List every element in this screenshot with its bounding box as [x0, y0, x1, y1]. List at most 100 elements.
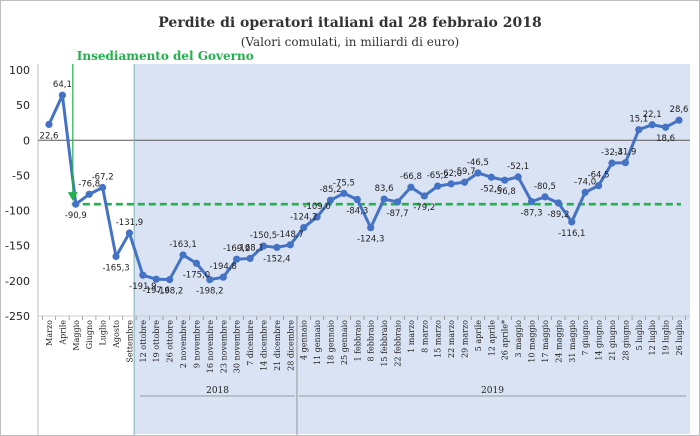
y-tick-label: -100 [5, 205, 30, 218]
data-label: 28,6 [670, 105, 689, 115]
data-label: -76,8 [78, 179, 100, 189]
data-point [125, 229, 134, 237]
x-tick-label: 19 ottobre [152, 320, 161, 363]
data-label: -67,2 [92, 173, 114, 183]
x-tick-label: 8 febbraio [367, 320, 376, 362]
data-label: -169,2 [223, 244, 250, 254]
x-tick-label: Maggio [72, 320, 81, 351]
x-tick-label: 7 giugno [581, 320, 590, 356]
data-point [45, 120, 53, 129]
x-tick-label: 22 febbraio [394, 320, 403, 367]
data-label: -198,2 [156, 287, 183, 297]
x-tick-label: 28 dicembre [286, 320, 295, 371]
x-tick-label: 5 aprile [474, 320, 483, 351]
data-label: 22,1 [643, 110, 662, 120]
annotation-group: Insediamento del Governo [67, 49, 254, 202]
x-tick-label: 25 gennaio [340, 320, 349, 365]
data-point [273, 243, 281, 252]
x-tick-label: 14 dicembre [259, 320, 268, 371]
data-point [313, 213, 321, 221]
y-tick-label: -50 [12, 169, 30, 182]
x-tick-label: 18 gennaio [326, 320, 335, 365]
data-label: -75,5 [333, 178, 355, 188]
x-tick-label: 9 novembre [192, 320, 201, 368]
data-label: -152,4 [263, 254, 290, 264]
data-label: -150,5 [250, 231, 277, 241]
x-tick-label: 30 novembre [233, 320, 242, 373]
data-point [99, 183, 107, 192]
x-tick-label: 1 febbraio [353, 320, 362, 362]
year-labels: 2018 2019 [206, 386, 504, 396]
data-point [219, 273, 227, 281]
x-tick-label: 22 marzo [447, 320, 456, 358]
data-point [581, 188, 589, 196]
data-label: -87,3 [521, 209, 543, 219]
data-label: -198,2 [196, 287, 223, 297]
data-label: 83,6 [375, 184, 394, 194]
data-label: 15,1 [629, 115, 648, 125]
data-point [487, 173, 495, 181]
y-tick-labels: 100 50 0 -50 -100 -150 -200 -250 [5, 64, 30, 323]
data-label: -89,2 [547, 210, 569, 220]
x-tick-label: 15 marzo [434, 320, 443, 358]
x-tick-label: 12 ottobre [139, 320, 148, 363]
data-label: -52,1 [507, 162, 529, 172]
data-label: -56,8 [494, 187, 516, 197]
x-tick-label: 17 maggio [541, 320, 550, 363]
y-tick-label: 50 [16, 99, 30, 112]
data-label: -109,0 [303, 202, 330, 212]
data-label: -62,0 [440, 169, 462, 179]
y-tick-label: 0 [23, 134, 30, 147]
x-tick-label: 2 novembre [179, 320, 188, 368]
series-group [45, 91, 683, 284]
x-tick-label: 29 marzo [461, 320, 470, 358]
data-label: 22,6 [40, 131, 59, 141]
x-tick-label: 19 luglio [662, 320, 671, 356]
data-point [166, 275, 174, 284]
data-point [501, 176, 509, 184]
chart-subtitle: (Valori comulati, in miliardi di euro) [241, 35, 460, 49]
data-label: -46,5 [467, 158, 489, 168]
x-tick-label: 15 febbraio [380, 320, 389, 367]
year-label: 2018 [206, 386, 229, 396]
y-tick-label: -200 [5, 275, 30, 288]
data-point [420, 192, 428, 200]
y-tick-label: -250 [5, 310, 30, 323]
data-point [661, 123, 670, 131]
data-label: -90,9 [65, 211, 87, 221]
data-label: 64,1 [53, 80, 72, 90]
data-point [608, 159, 616, 167]
data-label: -131,9 [116, 218, 143, 228]
data-point [179, 251, 187, 259]
data-label: -191,9 [129, 282, 156, 292]
x-tick-label: 10 maggio [528, 320, 537, 363]
data-label: 18,6 [656, 134, 675, 144]
data-label: -64,5 [588, 171, 610, 181]
data-point [541, 193, 549, 201]
data-label: -59,7 [454, 167, 476, 177]
data-label: -79,2 [413, 203, 435, 213]
x-tick-label: 11 gennaio [313, 320, 322, 365]
data-point [621, 159, 629, 167]
data-point [85, 190, 93, 198]
x-tick-label: 21 giugno [608, 320, 617, 361]
data-point [594, 182, 603, 190]
x-tick-label: Aprile [58, 320, 67, 346]
x-tick-label: 26 aprile* [501, 320, 510, 360]
x-tick-label: 23 novembre [219, 320, 228, 373]
x-tick-label: 7 dicembre [246, 320, 255, 366]
x-tick-labels: Marzo Aprile Maggio Giugno Luglio Agosto Sette… [45, 320, 684, 373]
data-label: -116,1 [558, 229, 585, 239]
chart-title: Perdite di operatori italiani dal 28 feb… [158, 15, 541, 31]
data-point [192, 259, 201, 267]
x-tick-label: 31 maggio [568, 320, 577, 363]
data-label: -163,1 [169, 240, 196, 250]
x-tick-label: 16 novembre [206, 320, 215, 373]
data-point [353, 195, 361, 204]
data-point [635, 126, 643, 134]
data-point [380, 195, 388, 203]
data-label: -85,2 [319, 185, 341, 195]
x-tick-label: Agosto [112, 320, 121, 349]
data-label: -31,9 [614, 148, 636, 158]
x-tick-label: 1 marzo [407, 320, 416, 353]
